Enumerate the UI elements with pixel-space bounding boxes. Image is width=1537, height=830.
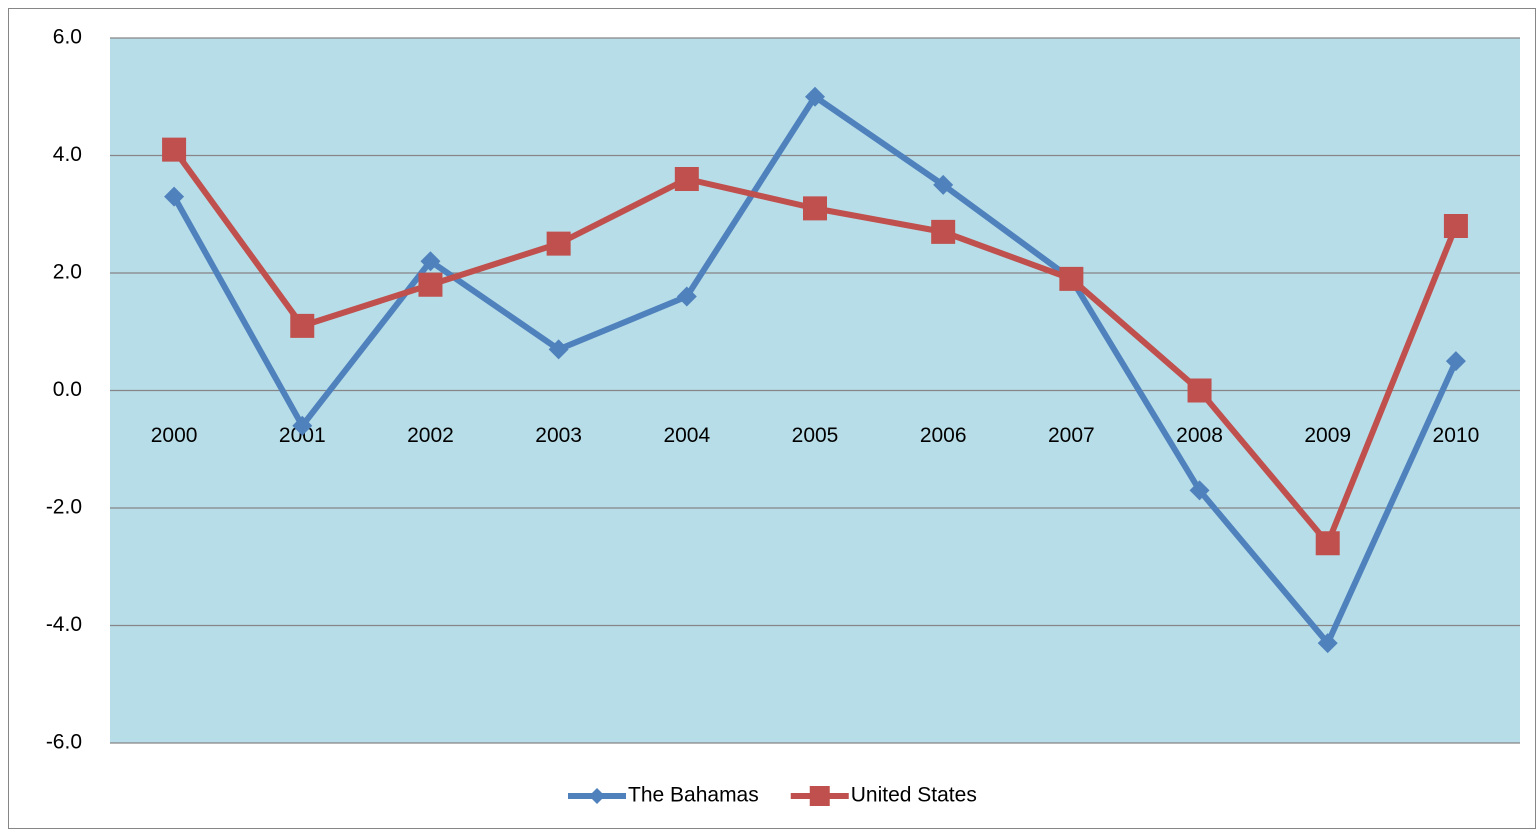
marker: [1059, 266, 1084, 291]
x-tick-label: 2002: [407, 424, 454, 447]
legend-label: The Bahamas: [628, 784, 759, 807]
x-tick-label: 2010: [1433, 424, 1480, 447]
marker: [1189, 480, 1210, 501]
y-tick-label: 4.0: [53, 143, 82, 166]
marker: [674, 167, 699, 191]
marker: [803, 196, 827, 221]
x-tick-label: 2004: [663, 424, 710, 447]
marker: [546, 231, 571, 256]
marker: [931, 219, 956, 244]
y-tick-label: -4.0: [46, 613, 82, 636]
marker: [1315, 531, 1340, 556]
y-tick-label: 6.0: [53, 26, 82, 49]
marker: [1187, 378, 1212, 403]
x-tick-label: 2007: [1048, 424, 1095, 447]
marker: [164, 186, 185, 207]
legend-marker: [589, 788, 605, 804]
marker: [805, 86, 825, 107]
marker: [292, 415, 313, 436]
legend-label: United States: [851, 784, 977, 807]
marker: [933, 174, 954, 195]
marker: [1445, 351, 1466, 372]
marker: [420, 251, 441, 272]
x-tick-label: 2008: [1176, 424, 1223, 447]
marker: [418, 272, 443, 297]
y-tick-label: 0.0: [53, 378, 82, 401]
marker: [162, 137, 187, 162]
x-tick-label: 2000: [151, 424, 198, 447]
x-tick-label: 2006: [920, 424, 967, 447]
marker: [290, 313, 315, 338]
x-tick-label: 2009: [1304, 424, 1351, 447]
y-tick-label: 2.0: [53, 261, 82, 284]
y-tick-label: -2.0: [46, 496, 82, 519]
marker: [1317, 633, 1338, 654]
x-tick-label: 2005: [792, 424, 839, 447]
marker: [676, 286, 697, 307]
legend-marker: [809, 786, 830, 806]
marker: [548, 339, 569, 360]
y-tick-label: -6.0: [46, 731, 82, 754]
x-tick-label: 2003: [535, 424, 582, 447]
marker: [1443, 214, 1468, 238]
